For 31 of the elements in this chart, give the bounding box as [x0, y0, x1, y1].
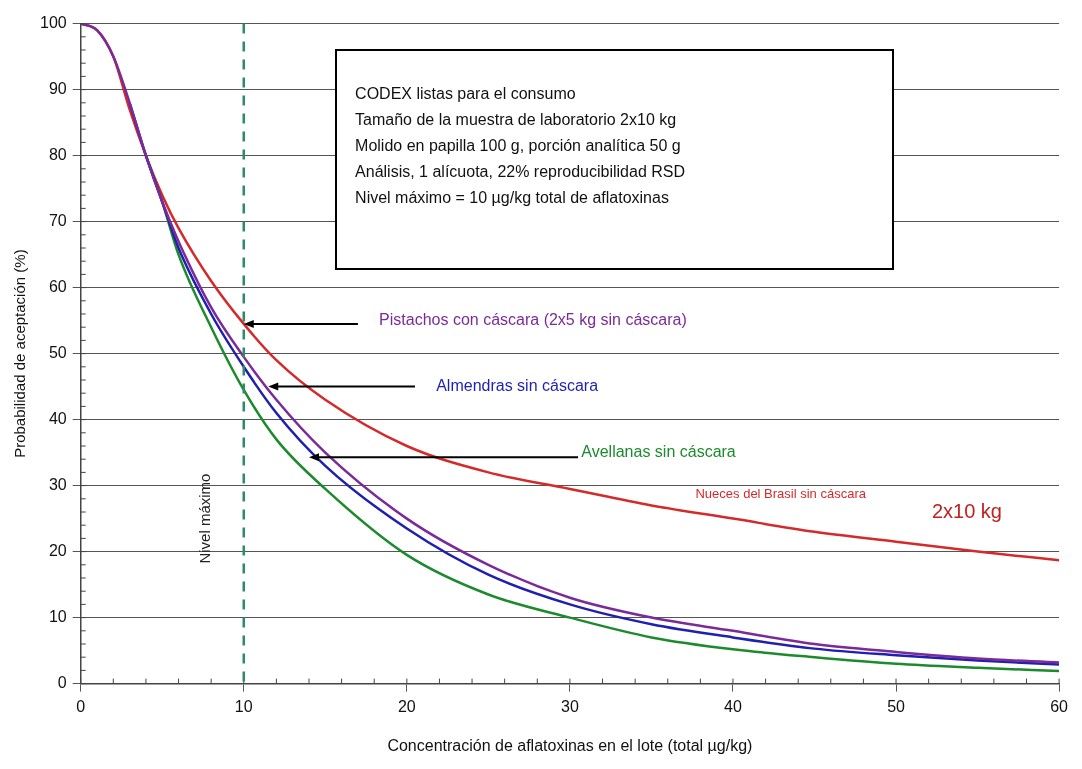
text: Almendras sin cáscara	[436, 377, 599, 395]
text: Avellanas sin cáscara	[581, 443, 736, 461]
y-tick-label: 50	[48, 344, 67, 362]
x-tick-label: 30	[561, 697, 579, 715]
y-tick-label: 20	[48, 542, 67, 560]
x-tick-label: 50	[887, 697, 906, 715]
series-label: Nueces del Brasil sin cáscara	[695, 486, 867, 502]
x-tick-label: 0	[76, 697, 86, 715]
x-tick-label: 60	[1050, 697, 1069, 715]
x-tick-label: 40	[724, 697, 742, 715]
y-tick-label: 70	[48, 212, 67, 230]
y-tick-label: 60	[48, 278, 67, 296]
annotation: 2x10 kg	[931, 499, 1002, 522]
annotation: Molido en papilla 100 g, porción analítica 50 g	[355, 135, 682, 156]
y-tick-label: 40	[48, 410, 67, 428]
annotation: Tamaño de la muestra de laboratorio 2x10 kg	[355, 109, 678, 130]
y-tick-label: 80	[48, 146, 67, 164]
x-tick-label: 20	[397, 697, 416, 715]
y-tick-label: 10	[48, 608, 67, 626]
y-tick-label: 0	[57, 674, 67, 692]
x-axis-title: Concentración de aflatoxinas en el lote (total µg/kg)	[387, 736, 753, 754]
y-tick-label: 30	[48, 476, 67, 494]
y-tick-label: 100	[39, 14, 67, 32]
text: Pistachos con cáscara (2x5 kg sin cáscara)	[379, 311, 687, 329]
y-tick-label: 90	[48, 80, 67, 98]
y-axis-title: Probabilidad de aceptación (%)	[11, 249, 29, 458]
annotation: CODEX listas para el consumo	[355, 83, 577, 104]
annotation: Nivel máximo = 10 µg/kg total de aflatoxinas	[355, 187, 670, 208]
ref-line-label: Nivel máximo	[195, 473, 213, 564]
x-tick-label: 10	[234, 697, 253, 715]
annotation: Análisis, 1 alícuota, 22% reproducibilidad RSD	[355, 161, 687, 182]
